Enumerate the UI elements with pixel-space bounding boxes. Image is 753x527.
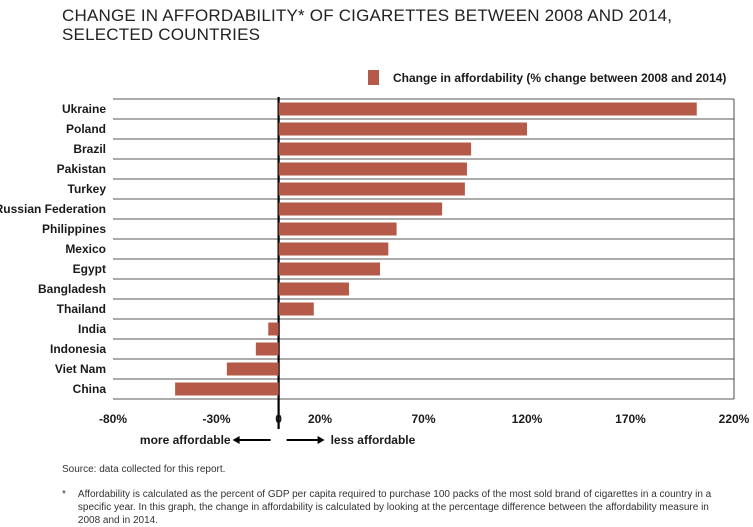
bar-russian-federation <box>278 202 443 216</box>
category-label: Pakistan <box>57 162 106 176</box>
category-label: Philippines <box>42 222 106 236</box>
x-tick-label: 70% <box>411 412 435 426</box>
source-note: Source: data collected for this report. <box>62 464 226 475</box>
category-label: Russian Federation <box>0 202 106 216</box>
bar-brazil <box>278 142 472 156</box>
right-arrow-icon <box>317 436 325 444</box>
bar-mexico <box>278 242 389 256</box>
bar-chart: Ukraine Poland Brazil Pakistan Turkey Russian… <box>0 97 750 447</box>
bar-china <box>175 382 279 396</box>
bar-viet-nam <box>226 362 279 376</box>
x-tick-label: 20% <box>308 412 332 426</box>
x-tick-label: -80% <box>99 412 127 426</box>
bar-ukraine <box>278 102 697 116</box>
footnote-text: Affordability is calculated as the perce… <box>77 489 712 526</box>
left-arrow-icon <box>232 436 240 444</box>
legend-label: Change in affordability (% change betwee… <box>393 70 727 85</box>
footnote-mark: * <box>62 489 66 500</box>
x-tick-label: 0 <box>275 412 282 426</box>
category-label: China <box>73 382 107 396</box>
bar-egypt <box>278 262 381 276</box>
legend: Change in affordability (% change betwee… <box>368 70 726 85</box>
x-tick-label: 120% <box>512 412 543 426</box>
category-label: Indonesia <box>50 342 106 356</box>
category-label: Viet Nam <box>55 362 106 376</box>
less-affordable-label: less affordable <box>331 433 416 447</box>
bar-philippines <box>278 222 397 236</box>
bar-thailand <box>278 302 314 316</box>
bar-india <box>268 322 279 336</box>
category-label: Thailand <box>57 302 106 316</box>
category-label: Egypt <box>73 262 106 276</box>
category-label: Poland <box>66 122 106 136</box>
category-label: India <box>78 322 106 336</box>
bar-indonesia <box>255 342 279 356</box>
category-label: Brazil <box>73 142 106 156</box>
x-tick-label: 220% <box>719 412 750 426</box>
legend-swatch <box>368 70 379 85</box>
bar-turkey <box>278 182 465 196</box>
bar-poland <box>278 122 527 136</box>
category-label: Turkey <box>68 182 107 196</box>
chart-title: CHANGE IN AFFORDABILITY* OF CIGARETTES B… <box>62 6 673 44</box>
category-label: Bangladesh <box>38 282 106 296</box>
category-label: Mexico <box>65 242 106 256</box>
bar-pakistan <box>278 162 467 176</box>
category-label: Ukraine <box>62 102 106 116</box>
bar-bangladesh <box>278 282 349 296</box>
x-tick-label: -30% <box>202 412 230 426</box>
x-tick-label: 170% <box>615 412 646 426</box>
footnote: * Affordability is calculated as the per… <box>62 488 722 527</box>
more-affordable-label: more affordable <box>140 433 231 447</box>
